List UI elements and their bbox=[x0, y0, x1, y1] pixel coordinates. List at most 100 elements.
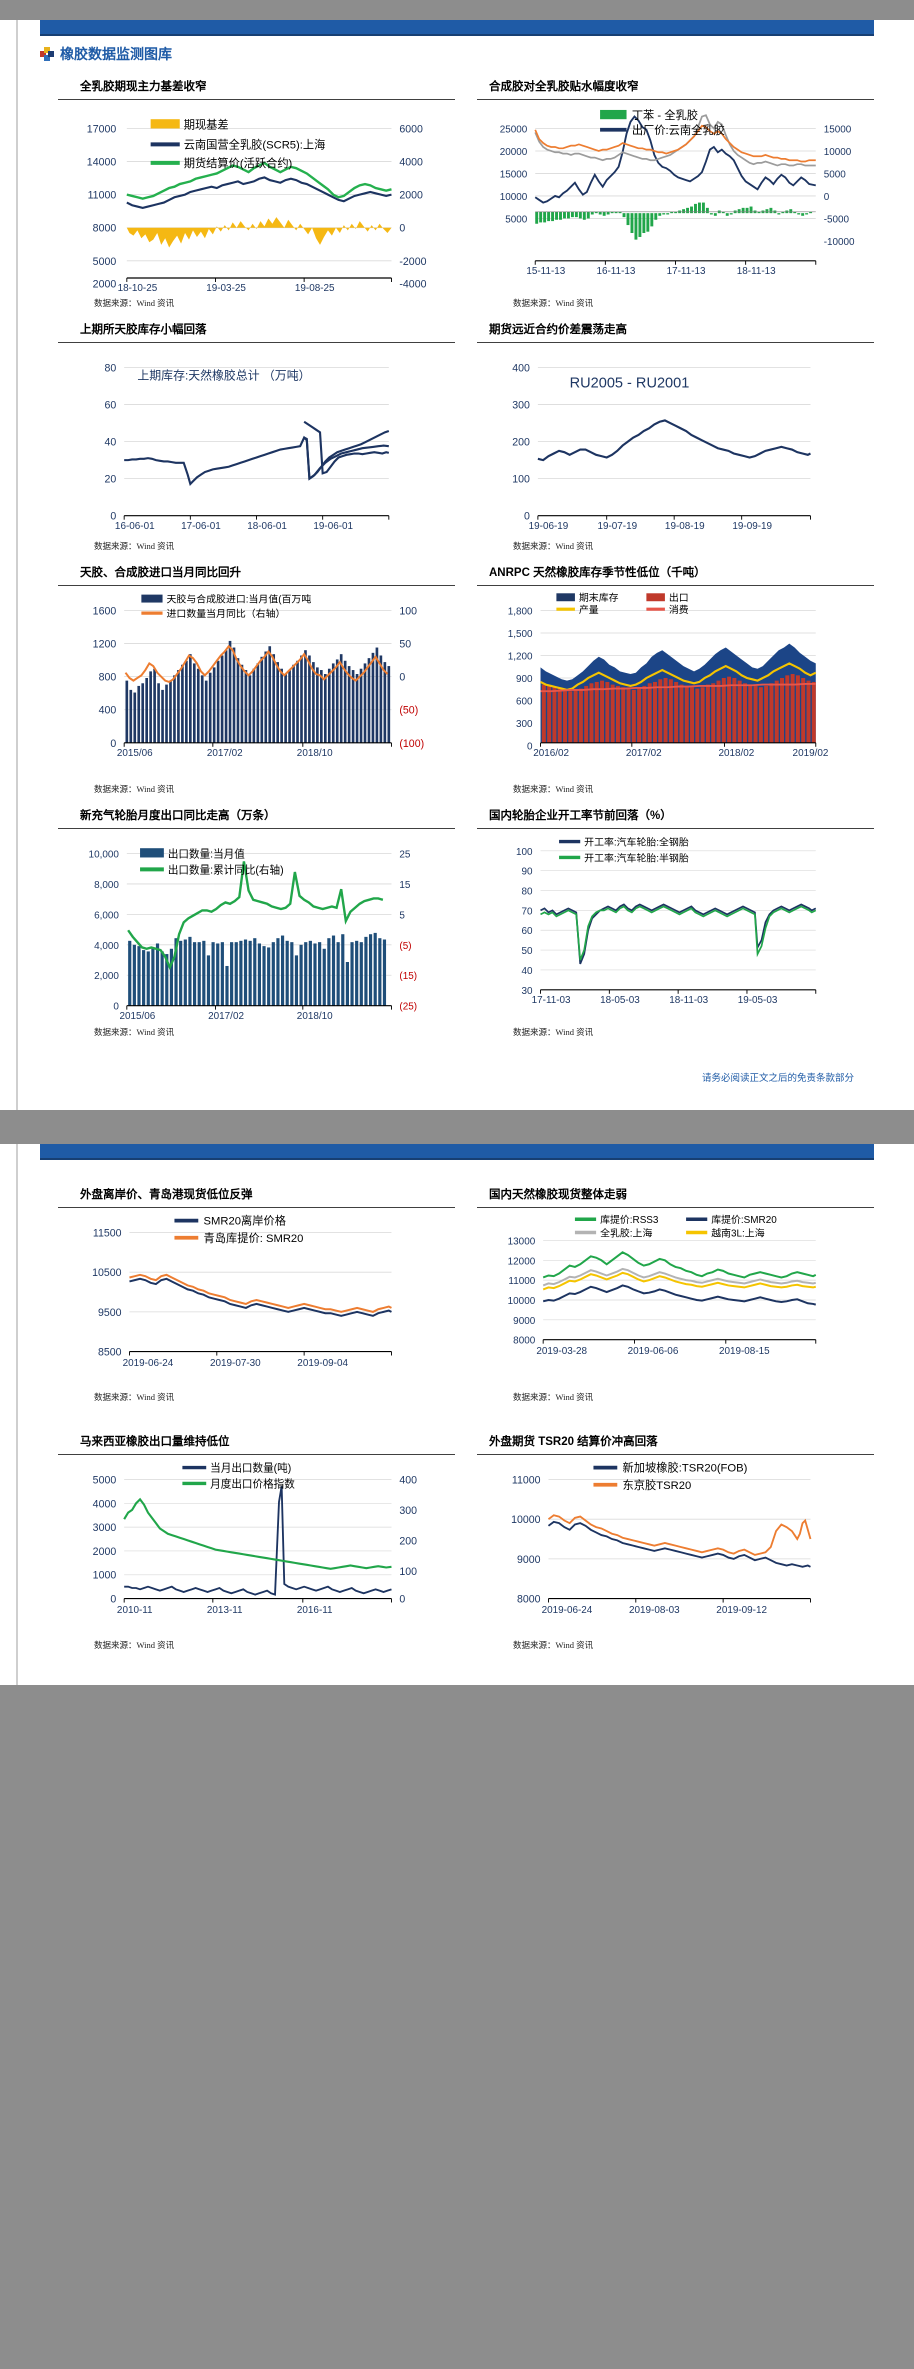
chart-anrpc-stock: 1,800 1,500 1,200 900 600 300 0 bbox=[477, 588, 874, 780]
page-left-rule bbox=[16, 1143, 18, 1685]
svg-text:600: 600 bbox=[516, 696, 533, 707]
svg-text:出口: 出口 bbox=[669, 591, 689, 604]
svg-text:新加坡橡胶:TSR20(FOB): 新加坡橡胶:TSR20(FOB) bbox=[623, 1461, 748, 1475]
svg-text:2000: 2000 bbox=[93, 278, 117, 290]
svg-text:2019-06-24: 2019-06-24 bbox=[123, 1358, 174, 1369]
panel-domestic-spot: 国内天然橡胶现货整体走弱 13000 12000 11000 10000 9000 8… bbox=[477, 1178, 874, 1408]
source-label: 数据来源：Wind 资讯 bbox=[94, 297, 175, 308]
svg-text:2,000: 2,000 bbox=[94, 971, 119, 982]
svg-text:开工率:汽车轮胎:全钢胎: 开工率:汽车轮胎:全钢胎 bbox=[584, 835, 689, 848]
svg-text:9500: 9500 bbox=[98, 1306, 122, 1318]
title-divider bbox=[477, 1206, 874, 1208]
svg-text:10000: 10000 bbox=[508, 1295, 536, 1306]
svg-text:东京胶TSR20: 东京胶TSR20 bbox=[623, 1478, 692, 1492]
svg-text:2019/02: 2019/02 bbox=[793, 748, 829, 759]
title-divider bbox=[477, 99, 874, 100]
svg-text:19-03-25: 19-03-25 bbox=[206, 283, 246, 294]
svg-text:300: 300 bbox=[512, 399, 530, 411]
svg-text:20: 20 bbox=[104, 473, 116, 485]
title-divider bbox=[477, 584, 874, 586]
svg-text:19-06-19: 19-06-19 bbox=[529, 521, 569, 532]
svg-text:2017/02: 2017/02 bbox=[208, 1011, 244, 1022]
svg-text:16-11-13: 16-11-13 bbox=[596, 266, 635, 277]
svg-text:5000: 5000 bbox=[93, 256, 117, 268]
svg-text:19-08-25: 19-08-25 bbox=[295, 283, 335, 294]
svg-text:(5): (5) bbox=[399, 940, 411, 951]
source-label: 数据来源：Wind 资讯 bbox=[513, 1392, 594, 1403]
svg-text:15000: 15000 bbox=[500, 169, 528, 180]
svg-text:2015/06: 2015/06 bbox=[117, 748, 153, 759]
svg-text:2000: 2000 bbox=[93, 1546, 117, 1558]
panel-tsr20-futures: 外盘期货 TSR20 结算价冲高回落 11000 10000 9000 8000 bbox=[477, 1407, 874, 1655]
chart-malaysia-export: 5000 4000 3000 2000 1000 0 400 300 200 100 0 bbox=[58, 1457, 455, 1636]
source-label: 数据来源：Wind 资讯 bbox=[94, 540, 175, 551]
panel-title: 国内轮胎企业开工率节前回落（%） bbox=[489, 809, 672, 822]
svg-text:60: 60 bbox=[104, 399, 116, 411]
svg-text:4000: 4000 bbox=[93, 1498, 117, 1510]
svg-text:80: 80 bbox=[522, 886, 534, 897]
svg-text:18-05-03: 18-05-03 bbox=[600, 995, 640, 1006]
svg-text:0: 0 bbox=[399, 223, 405, 235]
diamond-bullet-icon bbox=[40, 47, 54, 61]
svg-text:消费: 消费 bbox=[669, 603, 689, 616]
svg-text:400: 400 bbox=[399, 1475, 417, 1487]
svg-text:出厂价:云南全乳胶: 出厂价:云南全乳胶 bbox=[632, 123, 725, 137]
svg-text:13000: 13000 bbox=[508, 1236, 536, 1247]
title-divider bbox=[58, 1206, 455, 1208]
svg-text:2015/06: 2015/06 bbox=[119, 1011, 155, 1022]
svg-text:出口数量:当月值: 出口数量:当月值 bbox=[168, 847, 245, 860]
svg-text:19-07-19: 19-07-19 bbox=[597, 521, 637, 532]
svg-text:6000: 6000 bbox=[399, 123, 423, 135]
chart-offshore-qingdao: 11500 10500 9500 8500 bbox=[58, 1210, 455, 1389]
spread-annotation: RU2005 - RU2001 bbox=[570, 375, 690, 391]
svg-text:17000: 17000 bbox=[87, 123, 117, 135]
svg-text:5000: 5000 bbox=[505, 214, 528, 225]
svg-text:60: 60 bbox=[522, 926, 534, 937]
svg-text:100: 100 bbox=[512, 473, 530, 485]
panel-operating-rate: 国内轮胎企业开工率节前回落（%） 100 90 80 70 60 50 40 30 bbox=[477, 799, 874, 1042]
title-divider bbox=[58, 827, 455, 829]
svg-text:19-08-19: 19-08-19 bbox=[665, 521, 705, 532]
svg-text:12000: 12000 bbox=[508, 1256, 536, 1267]
svg-text:2018/02: 2018/02 bbox=[718, 748, 754, 759]
svg-text:70: 70 bbox=[522, 906, 534, 917]
svg-text:(100): (100) bbox=[399, 738, 424, 750]
chart-operating-rate: 100 90 80 70 60 50 40 30 bbox=[477, 831, 874, 1023]
title-divider bbox=[58, 584, 455, 586]
svg-text:2019-08-15: 2019-08-15 bbox=[719, 1346, 770, 1357]
svg-text:(15): (15) bbox=[399, 971, 417, 982]
svg-text:2019-08-03: 2019-08-03 bbox=[629, 1605, 680, 1616]
panel-anrpc-stock: ANRPC 天然橡胶库存季节性低位（千吨） 1,800 1,500 1,200 90… bbox=[477, 556, 874, 799]
svg-text:6,000: 6,000 bbox=[94, 910, 119, 921]
svg-text:2016/02: 2016/02 bbox=[533, 748, 569, 759]
panel-shfe-inventory: 上期所天胶库存小幅回落 80 60 40 20 0 上期库存:天然橡胶总计 bbox=[58, 313, 455, 556]
panel-tire-export: 新充气轮胎月度出口同比走高（万条） 10,000 8,000 6,000 4,000… bbox=[58, 799, 455, 1042]
svg-text:-5000: -5000 bbox=[824, 214, 850, 225]
panel-title: 合成胶对全乳胶贴水幅度收窄 bbox=[489, 81, 639, 93]
svg-text:天胶与合成胶进口:当月值(百万吨: 天胶与合成胶进口:当月值(百万吨 bbox=[167, 592, 312, 605]
chart-shfe-inventory: 80 60 40 20 0 上期库存:天然橡胶总计 （万吨） bbox=[58, 345, 455, 537]
svg-text:SMR20离岸价格: SMR20离岸价格 bbox=[204, 1213, 286, 1227]
svg-text:10000: 10000 bbox=[824, 147, 852, 158]
svg-text:产量: 产量 bbox=[579, 603, 599, 616]
panel-title: 外盘期货 TSR20 结算价冲高回落 bbox=[489, 1436, 658, 1449]
chart-tire-export: 10,000 8,000 6,000 4,000 2,000 0 25 15 5 (5)… bbox=[58, 831, 455, 1023]
svg-text:上期库存:天然橡胶总计 （万吨）: 上期库存:天然橡胶总计 （万吨） bbox=[137, 368, 310, 382]
svg-text:库提价:RSS3: 库提价:RSS3 bbox=[600, 1213, 659, 1226]
svg-text:2019-06-24: 2019-06-24 bbox=[542, 1605, 593, 1616]
chart-basis-spread: 17000 14000 11000 8000 5000 2000 6000 4000 2… bbox=[58, 102, 455, 294]
svg-text:1200: 1200 bbox=[93, 638, 117, 650]
svg-text:越南3L:上海: 越南3L:上海 bbox=[711, 1226, 764, 1239]
panel-title: 外盘离岸价、青岛港现货低位反弹 bbox=[80, 1188, 253, 1201]
svg-text:-10000: -10000 bbox=[824, 237, 855, 248]
document-header: 橡胶数据监测图库 bbox=[40, 44, 874, 64]
svg-text:200: 200 bbox=[512, 436, 530, 448]
svg-text:8000: 8000 bbox=[93, 223, 117, 235]
panel-title: 新充气轮胎月度出口同比走高（万条） bbox=[80, 809, 276, 822]
svg-text:0: 0 bbox=[824, 192, 830, 203]
source-label: 数据来源：Wind 资讯 bbox=[513, 540, 594, 551]
chart-synthetic-discount: 25000 20000 15000 10000 5000 15000 10000 50… bbox=[477, 102, 874, 294]
svg-text:(25): (25) bbox=[399, 1001, 417, 1012]
svg-text:8000: 8000 bbox=[513, 1335, 536, 1346]
svg-text:0: 0 bbox=[110, 1594, 116, 1606]
